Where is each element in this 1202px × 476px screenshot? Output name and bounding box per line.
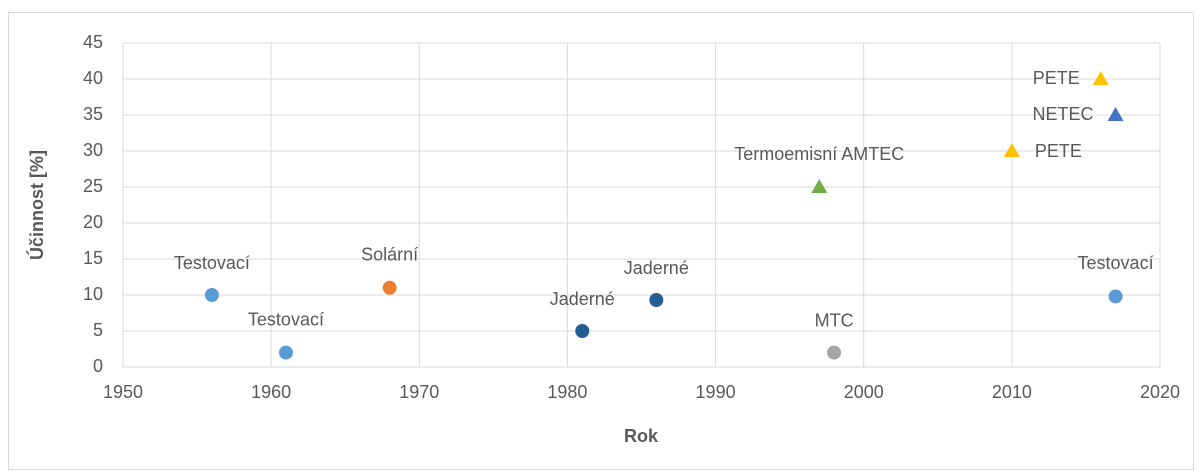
x-tick-label: 1980 xyxy=(547,382,587,402)
point xyxy=(1092,71,1109,85)
x-tick-label: 1990 xyxy=(696,382,736,402)
y-tick-label: 20 xyxy=(83,212,103,232)
point-label: NETEC xyxy=(1033,104,1094,124)
x-tick-label: 1960 xyxy=(251,382,291,402)
point xyxy=(811,179,828,193)
x-tick-label: 2010 xyxy=(992,382,1032,402)
point xyxy=(1107,107,1124,121)
point-label: Termoemisní AMTEC xyxy=(734,144,904,164)
point-label: PETE xyxy=(1033,68,1080,88)
point xyxy=(649,293,664,308)
y-tick-label: 10 xyxy=(83,284,103,304)
point-label: Testovací xyxy=(174,253,250,273)
y-tick-label: 45 xyxy=(83,32,103,52)
point xyxy=(278,345,293,360)
point-label: Jaderné xyxy=(550,289,615,309)
x-tick-label: 2020 xyxy=(1140,382,1180,402)
point-label: Solární xyxy=(361,245,418,265)
point xyxy=(575,324,590,338)
chart-border xyxy=(8,12,1194,470)
point-label: Testovací xyxy=(1078,253,1154,273)
x-tick-label: 1970 xyxy=(399,382,439,402)
point-label: Jaderné xyxy=(624,258,689,278)
x-tick-label: 2000 xyxy=(844,382,884,402)
x-tick-label: 1950 xyxy=(103,382,143,402)
point-label: Testovací xyxy=(248,309,324,329)
point-label: PETE xyxy=(1035,141,1082,161)
y-tick-label: 25 xyxy=(83,176,103,196)
x-axis-title: Rok xyxy=(624,426,659,446)
y-tick-label: 0 xyxy=(93,356,103,376)
y-axis-title: Účinnost [%] xyxy=(26,150,47,260)
y-tick-label: 15 xyxy=(83,248,103,268)
point-label: MTC xyxy=(815,310,854,330)
point xyxy=(1108,289,1123,304)
point xyxy=(1003,143,1020,157)
point xyxy=(382,280,397,295)
y-tick-label: 30 xyxy=(83,140,103,160)
y-tick-label: 35 xyxy=(83,104,103,124)
point xyxy=(204,288,219,302)
y-tick-label: 5 xyxy=(93,320,103,340)
point xyxy=(827,345,842,360)
y-tick-label: 40 xyxy=(83,68,103,88)
